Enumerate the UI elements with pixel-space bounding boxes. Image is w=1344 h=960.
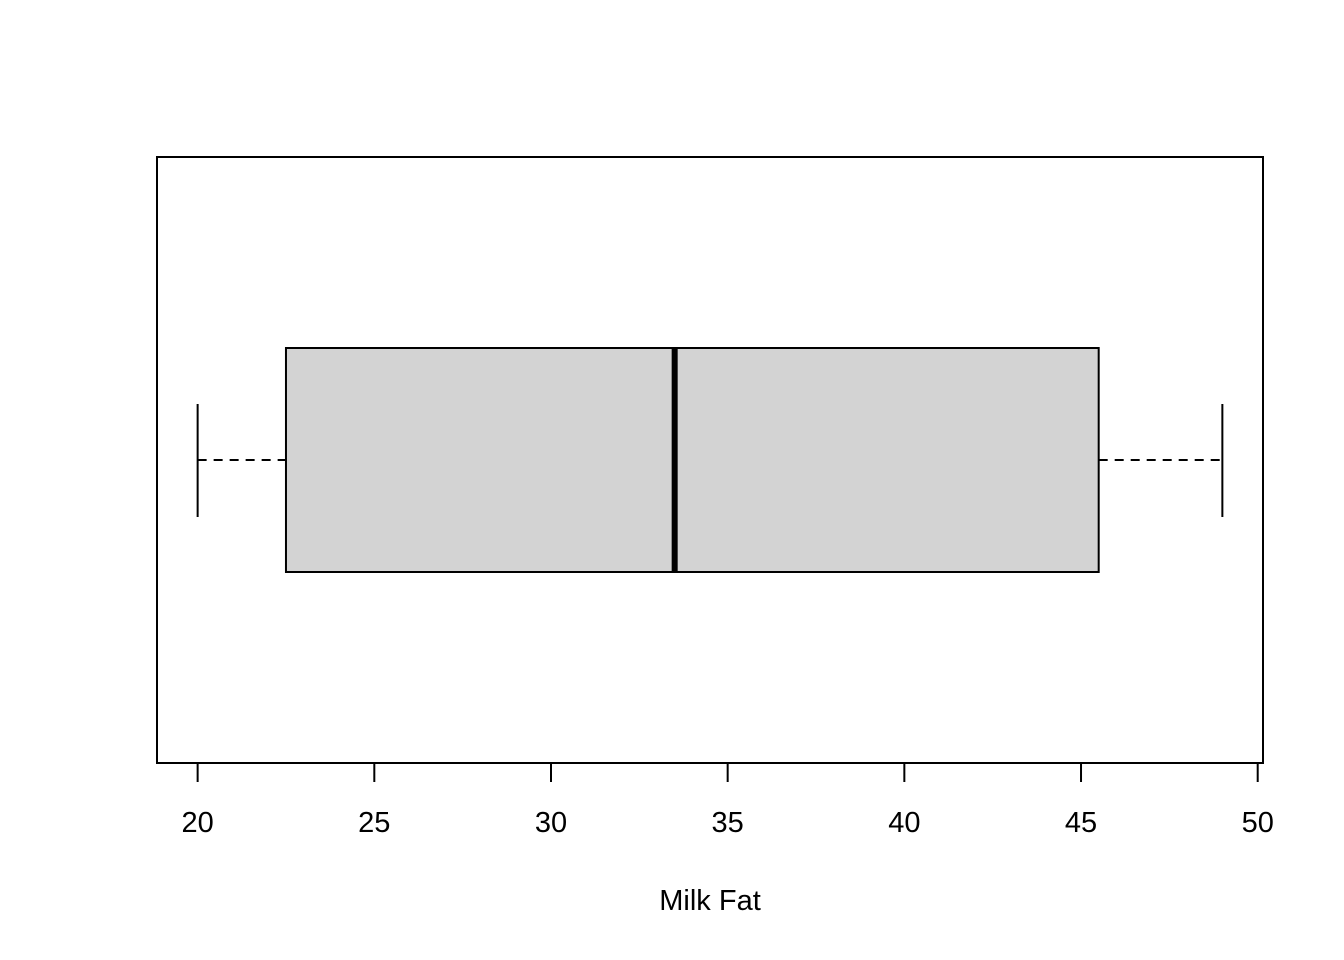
x-tick-label: 40 bbox=[888, 807, 920, 839]
x-axis-tick-labels: 20 25 30 35 40 45 50 bbox=[182, 807, 1274, 839]
x-tick-label: 25 bbox=[358, 807, 390, 839]
x-tick-label: 30 bbox=[535, 807, 567, 839]
x-tick-label: 35 bbox=[712, 807, 744, 839]
x-axis-ticks bbox=[196, 763, 1259, 782]
x-tick-label: 45 bbox=[1065, 807, 1097, 839]
x-axis-title: Milk Fat bbox=[659, 885, 761, 917]
boxplot bbox=[196, 347, 1224, 573]
x-tick-label: 20 bbox=[182, 807, 214, 839]
x-tick-label: 50 bbox=[1242, 807, 1274, 839]
interquartile-box bbox=[284, 347, 1100, 573]
